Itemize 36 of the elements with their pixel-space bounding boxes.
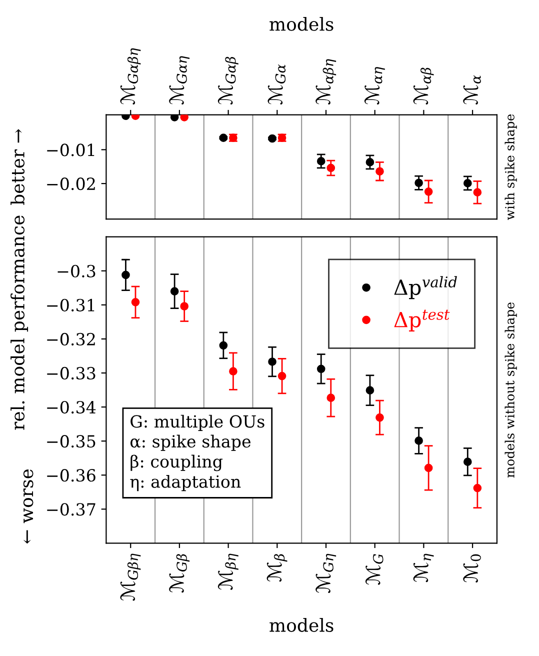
y-tick-label: −0.36	[47, 469, 96, 482]
y-axis-title: rel. model performance	[10, 216, 28, 430]
x-tick-label: ℳ$_{Gαη}$	[169, 56, 190, 105]
x-tick-label: ℳ$_{Gβη}$	[120, 554, 141, 601]
y-tick-label: −0.31	[47, 298, 94, 312]
y-tick-label: −0.32	[47, 332, 95, 346]
y-tick-label: −0.35	[47, 435, 96, 448]
x-tick-label: ℳ$_{Gα}$	[268, 64, 286, 105]
x-tick-label: ℳ$_{Gη}$	[316, 554, 336, 593]
x-tick-label: ℳ$_{G}$	[365, 554, 384, 585]
legend-label: Δp$^{valid}$	[394, 276, 457, 300]
y-tick-label: −0.02	[47, 178, 95, 190]
x-tick-label: ℳ$_{0}$	[463, 554, 481, 582]
y-tick-label: −0.3	[58, 264, 96, 278]
legend-label: Δp$^{test}$	[394, 310, 450, 332]
x-tick-label: ℳ$_{Gαβη}$	[120, 48, 141, 105]
y2-axis-title: with spike shape	[504, 114, 517, 220]
x-tick-label: ℳ$_{β}$	[266, 554, 288, 582]
x-tick-label: ℳ$_{αβη}$	[316, 59, 336, 105]
y-tick-label: −0.34	[47, 400, 96, 414]
x2-axis-title: models	[270, 16, 334, 31]
x-tick-label: ℳ$_{α}$	[463, 75, 481, 105]
x-tick-label: ℳ$_{Gβ}$	[169, 554, 190, 593]
annotation: G: multiple OUs α: spike shape β: coupling η: adaptation	[130, 414, 264, 492]
y-tick-label: −0.01	[47, 144, 94, 156]
x-tick-label: ℳ$_{αη}$	[364, 67, 385, 105]
x-tick-label: ℳ$_{Gαβ}$	[218, 56, 238, 105]
x-tick-label: ℳ$_{αβ}$	[413, 68, 434, 105]
text: ← worse	[23, 469, 34, 544]
x-tick-label: ℳ$_{η}$	[413, 554, 434, 582]
y-tick-label: −0.33	[47, 366, 96, 380]
x-axis-title: models	[270, 618, 334, 632]
y2-axis-title: models without spike shape	[504, 302, 517, 478]
x-tick-label: ℳ$_{βη}$	[218, 554, 238, 590]
y-tick-label: −0.37	[47, 503, 96, 516]
y-axis-title: better →	[10, 129, 25, 205]
